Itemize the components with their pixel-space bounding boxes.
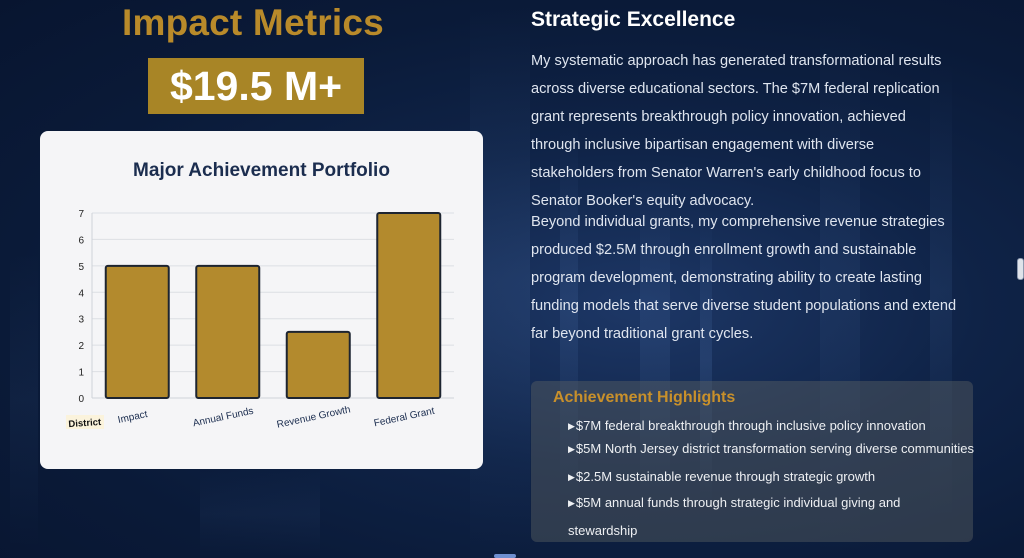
y-tick-label: 6 [78,235,84,246]
chart-title: Major Achievement Portfolio [133,160,390,181]
paragraph-line: Beyond individual grants, my comprehensi… [531,214,945,230]
caret-right-icon: ▶ [568,472,575,482]
y-tick-label: 0 [78,394,84,405]
paragraph-line: across diverse educational sectors. The … [531,81,940,97]
x-tick-label: Revenue Growth [276,404,352,430]
y-tick-label: 4 [78,288,84,299]
total-amount-badge: $19.5 M+ [148,58,364,114]
list-item: ▶$5M annual funds through strategic indi… [568,495,901,538]
y-tick-label: 2 [78,341,84,352]
paragraph-line: program development, demonstrating abili… [531,270,922,286]
y-tick-label: 5 [78,262,84,273]
district-label-bg [66,415,104,429]
x-tick-label: Impact [117,409,149,426]
paragraph-line: produced $2.5M through enrollment growth… [531,242,917,258]
slide-indicator[interactable] [494,554,516,558]
bar-chart: 0 1 2 3 4 5 6 7 Impact Annual Funds Revenue Growth… [66,209,454,431]
paragraph-line: Senator Booker's equity advocacy. [531,193,755,209]
y-tick-label: 7 [78,209,84,220]
x-tick-label: Federal Grant [373,406,436,430]
x-tick-label: Annual Funds [192,406,255,430]
section-heading: Strategic Excellence [531,8,736,31]
highlights-title: Achievement Highlights [553,389,736,406]
strategy-paragraph-1: My systematic approach has generated tra… [531,47,1001,215]
list-item: ▶$7M federal breakthrough through inclus… [568,418,926,433]
paragraph-line: far beyond traditional grant cycles. [531,326,754,342]
bar [104,264,170,399]
achievement-highlights-box: Achievement Highlights ▶$7M federal brea… [531,381,974,542]
bar [195,264,261,399]
page-title: Impact Metrics [122,2,384,43]
achievement-chart-card: Major Achievement Portfolio 0 1 2 3 4 5 6 7 Impa… [40,131,483,469]
paragraph-line: grant represents breakthrough policy inn… [531,109,906,125]
strategy-paragraph-2: Beyond individual grants, my comprehensi… [531,208,1001,348]
bar [285,330,351,399]
y-tick-label: 3 [78,315,84,326]
caret-right-icon: ▶ [568,498,575,508]
bar [376,212,442,399]
list-item: ▶$5M North Jersey district transformatio… [568,441,975,456]
paragraph-line: funding models that serve diverse studen… [531,298,957,314]
caret-right-icon: ▶ [568,421,575,431]
y-tick-label: 1 [78,368,84,379]
caret-right-icon: ▶ [568,444,575,454]
district-label: District [68,417,102,430]
paragraph-line: through inclusive bipartisan engagement … [531,137,875,153]
paragraph-line: stakeholders from Senator Warren's early… [531,165,921,181]
list-item: ▶$2.5M sustainable revenue through strat… [568,469,876,484]
paragraph-line: My systematic approach has generated tra… [531,53,942,69]
scrollbar-handle[interactable] [1017,258,1024,280]
